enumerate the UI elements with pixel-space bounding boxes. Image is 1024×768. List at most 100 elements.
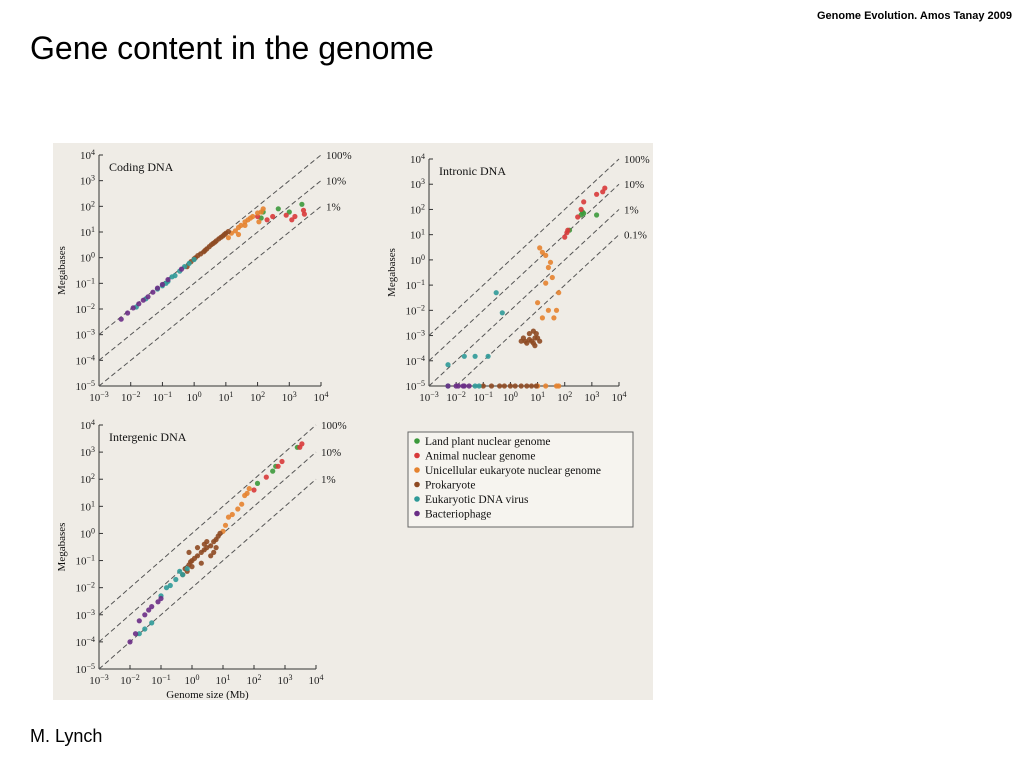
data-point — [149, 604, 155, 610]
reference-line — [98, 180, 322, 361]
reference-line — [428, 158, 620, 336]
data-point — [533, 383, 539, 389]
data-point — [533, 331, 539, 337]
data-point — [186, 260, 192, 266]
legend: Land plant nuclear genome Animal nuclear … — [407, 431, 634, 528]
data-point — [543, 383, 549, 389]
data-point — [275, 463, 281, 469]
y-tick-label: 10−5 — [75, 662, 95, 676]
data-point — [466, 383, 472, 389]
y-tick-label: 101 — [80, 225, 95, 239]
data-point — [208, 553, 214, 559]
data-point — [547, 259, 554, 265]
reference-line-label: 10% — [624, 179, 644, 191]
x-tick-label: 10−1 — [474, 390, 494, 404]
x-tick-label: 103 — [278, 673, 293, 687]
data-point — [127, 639, 133, 645]
data-point — [118, 316, 124, 322]
data-point — [562, 234, 568, 240]
y-tick-label: 102 — [80, 199, 95, 213]
y-axis-label: Megabases — [56, 246, 68, 295]
y-tick-label: 102 — [410, 202, 425, 216]
data-point — [163, 585, 170, 591]
y-tick-label: 104 — [80, 418, 95, 432]
figure-svg: 10−3 10−2 10−1 100 101 102 103 10410−510−410−31… — [56, 148, 650, 700]
legend-marker — [414, 496, 420, 502]
data-point — [472, 383, 478, 389]
data-point — [507, 383, 513, 389]
legend-marker — [414, 467, 420, 473]
y-tick-label: 100 — [410, 253, 425, 267]
data-point — [146, 607, 152, 613]
x-axis-label: Genome size (Mb) — [166, 689, 249, 700]
x-tick-label: 103 — [282, 390, 297, 404]
data-point — [142, 612, 148, 618]
panel-title: Intergenic DNA — [109, 430, 187, 444]
data-point — [575, 214, 581, 220]
x-tick-label: 100 — [503, 390, 518, 404]
y-tick-label: 101 — [80, 499, 95, 513]
x-tick-label: 101 — [218, 390, 233, 404]
legend-marker — [414, 481, 420, 488]
data-point — [222, 522, 229, 528]
data-point — [485, 353, 491, 359]
data-point — [136, 631, 142, 637]
data-point — [445, 383, 451, 389]
data-point — [246, 486, 252, 492]
y-tick-label: 10−2 — [405, 303, 425, 317]
data-point — [539, 315, 545, 321]
data-point — [136, 618, 142, 624]
data-point — [518, 383, 524, 389]
data-point — [524, 340, 530, 346]
data-point — [145, 294, 151, 300]
y-tick-label: 10−4 — [75, 635, 95, 649]
data-point — [545, 307, 551, 313]
chart-2: 10−3 10−2 10−1 100 101 102 103 104 10−5 10−4 10−3 1… — [56, 418, 347, 700]
legend-label: Animal nuclear genome — [425, 451, 536, 463]
y-tick-label: 104 — [80, 148, 95, 162]
data-point — [545, 264, 551, 271]
y-tick-label: 10−1 — [405, 278, 425, 292]
data-point — [512, 383, 518, 389]
data-point — [581, 210, 587, 216]
data-point — [159, 281, 165, 288]
data-point — [488, 383, 495, 389]
legend-marker — [414, 438, 420, 444]
reference-line-label: 1% — [321, 474, 336, 486]
data-point — [537, 245, 543, 251]
y-tick-label: 10−3 — [75, 328, 95, 342]
data-point — [553, 307, 560, 313]
data-point — [528, 383, 535, 389]
data-point — [455, 383, 461, 389]
data-point — [565, 227, 571, 233]
x-tick-label: 10−2 — [121, 390, 141, 404]
data-point — [201, 541, 207, 547]
page-title: Gene content in the genome — [30, 30, 434, 66]
data-point — [476, 383, 482, 389]
data-point — [549, 274, 555, 281]
legend-label: Land plant nuclear genome — [425, 436, 551, 448]
data-point — [213, 545, 219, 551]
data-point — [535, 300, 541, 306]
data-point — [150, 289, 156, 295]
y-tick-label: 100 — [80, 251, 95, 265]
data-point — [191, 256, 197, 263]
data-point — [537, 338, 543, 344]
y-tick-label: 104 — [410, 152, 425, 166]
data-point — [194, 545, 201, 551]
y-tick-label: 101 — [410, 228, 425, 242]
data-point — [172, 273, 178, 279]
data-point — [260, 206, 266, 212]
data-point — [154, 285, 161, 291]
reference-line — [428, 209, 620, 387]
legend-label: Bacteriophage — [425, 509, 491, 521]
legend-marker — [414, 510, 420, 517]
data-point — [140, 297, 146, 303]
data-point — [158, 595, 164, 602]
legend-label: Unicellular eukaryote nuclear genome — [425, 465, 601, 477]
data-point — [254, 480, 261, 486]
data-point — [461, 383, 467, 389]
data-point — [524, 383, 530, 389]
legend-box — [407, 431, 634, 528]
data-point — [499, 310, 505, 316]
